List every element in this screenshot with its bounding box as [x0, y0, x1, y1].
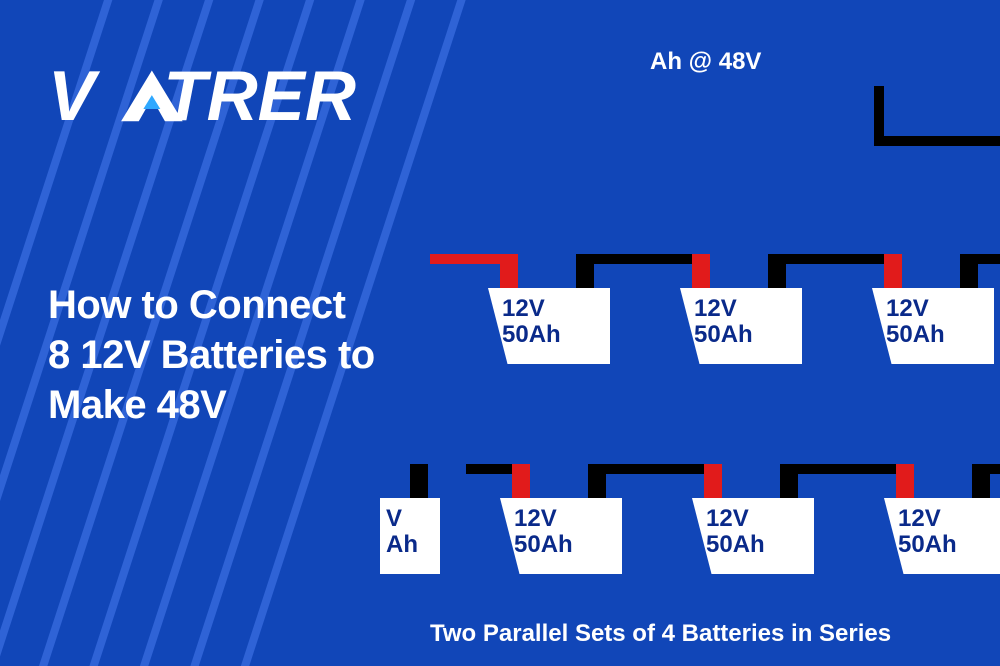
battery-voltage: 12V: [502, 296, 600, 322]
battery-cell: 12V50Ah: [884, 498, 1000, 574]
battery-cell: 12V50Ah: [692, 498, 814, 574]
battery-voltage: 12V: [514, 506, 612, 532]
battery-voltage: 12V: [886, 296, 984, 322]
brand-logo: V TRER: [48, 62, 448, 136]
diagram-caption: Two Parallel Sets of 4 Batteries in Seri…: [430, 620, 891, 648]
battery-cell: 12V50Ah: [872, 288, 994, 364]
headline-text: How to Connect8 12V Batteries toMake 48V: [48, 280, 375, 430]
terminal-positive: [500, 254, 518, 288]
battery-cell: 12V50Ah: [500, 498, 622, 574]
terminal-positive: [704, 464, 722, 498]
battery-capacity: 50Ah: [502, 322, 600, 348]
terminal-negative: [410, 464, 428, 498]
battery-capacity: 50Ah: [706, 532, 804, 558]
battery-capacity: 50Ah: [898, 532, 996, 558]
battery-capacity: Ah: [386, 532, 430, 558]
terminal-positive: [692, 254, 710, 288]
battery-cell: 12V50Ah: [488, 288, 610, 364]
terminal-negative: [588, 464, 606, 498]
battery-voltage: V: [386, 506, 430, 532]
output-rating-label: Ah @ 48V: [650, 48, 761, 76]
battery-voltage: 12V: [898, 506, 996, 532]
terminal-negative: [972, 464, 990, 498]
terminal-negative: [780, 464, 798, 498]
terminal-negative: [768, 254, 786, 288]
series-link: [430, 254, 500, 264]
battery-capacity: 50Ah: [694, 322, 792, 348]
battery-voltage: 12V: [694, 296, 792, 322]
battery-capacity: 50Ah: [514, 532, 612, 558]
battery-capacity: 50Ah: [886, 322, 984, 348]
terminal-positive: [512, 464, 530, 498]
series-link: [466, 464, 512, 474]
battery-voltage: 12V: [706, 506, 804, 532]
battery-cell: 12V50Ah: [680, 288, 802, 364]
terminal-negative: [960, 254, 978, 288]
infographic-canvas: Ah @ 48V V TRER How to Connect8 12V Batt…: [0, 0, 1000, 666]
battery-cell: VAh: [380, 498, 440, 574]
terminal-positive: [884, 254, 902, 288]
terminal-positive: [896, 464, 914, 498]
svg-text:TRER: TRER: [163, 62, 356, 135]
terminal-negative: [576, 254, 594, 288]
svg-text:V: V: [48, 62, 101, 135]
